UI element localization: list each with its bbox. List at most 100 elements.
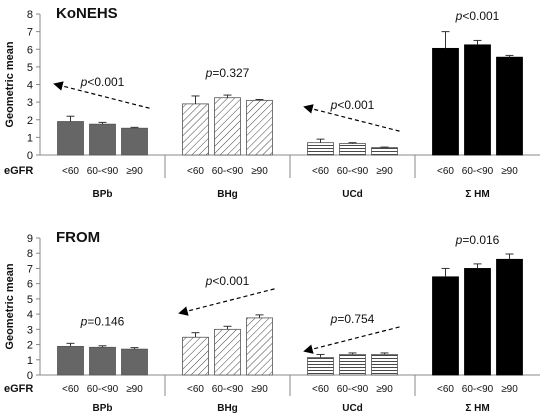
bar-bpb-2 bbox=[121, 348, 148, 376]
trend-arrow bbox=[303, 104, 400, 132]
bar-ucd-2 bbox=[371, 354, 398, 376]
group-label: BHg bbox=[217, 403, 238, 414]
p-value-label: p=0.327 bbox=[205, 66, 250, 80]
p-rest: =0.016 bbox=[462, 233, 499, 247]
p-value-label: p<0.001 bbox=[455, 9, 500, 23]
p-rest: =0.327 bbox=[212, 66, 249, 80]
bar-bhg-0 bbox=[182, 336, 209, 376]
y-tick-label: 6 bbox=[27, 44, 33, 56]
y-tick-label: 6 bbox=[27, 279, 33, 291]
y-tick-label: 3 bbox=[27, 97, 33, 109]
bar-bhg-0 bbox=[182, 103, 209, 156]
p-rest: <0.001 bbox=[462, 9, 499, 23]
y-tick-label: 3 bbox=[27, 324, 33, 336]
bar-bpb-0 bbox=[57, 121, 84, 156]
y-tick-label: 8 bbox=[27, 248, 33, 260]
bar-hm-0 bbox=[432, 276, 459, 376]
y-tick-label: 9 bbox=[27, 233, 33, 245]
trend-arrow bbox=[178, 288, 275, 316]
p-rest: <0.001 bbox=[337, 98, 374, 112]
y-tick-label: 5 bbox=[27, 62, 33, 74]
bar-ucd-1 bbox=[339, 143, 366, 156]
p-symbol: p bbox=[330, 312, 338, 326]
bar-ucd-2 bbox=[371, 147, 398, 156]
category-label: <60 bbox=[312, 166, 329, 177]
y-tick-label: 0 bbox=[27, 370, 33, 382]
p-value-label: p<0.001 bbox=[330, 98, 375, 112]
p-symbol: p bbox=[205, 274, 213, 288]
category-label: <60 bbox=[187, 166, 204, 177]
category-label: <60 bbox=[62, 384, 79, 395]
category-label: <60 bbox=[187, 384, 204, 395]
chart-title: FROM bbox=[56, 229, 100, 246]
y-tick-label: 2 bbox=[27, 115, 33, 127]
bar-hm-1 bbox=[464, 44, 491, 156]
chart-title: KoNEHS bbox=[56, 5, 118, 22]
bar-bhg-1 bbox=[214, 328, 241, 376]
p-value-label: p=0.146 bbox=[80, 314, 125, 328]
bar-bhg-2 bbox=[246, 99, 273, 156]
category-label: 60-<90 bbox=[462, 384, 494, 395]
category-label: 60-<90 bbox=[212, 384, 244, 395]
bar-ucd-0 bbox=[307, 357, 334, 376]
category-label: <60 bbox=[312, 384, 329, 395]
y-tick-label: 4 bbox=[27, 309, 33, 321]
bar-ucd-0 bbox=[307, 142, 334, 156]
group-label: BPb bbox=[93, 189, 113, 200]
bar-hm-2 bbox=[496, 56, 523, 156]
category-label: 60-<90 bbox=[462, 166, 494, 177]
egfr-label: eGFR bbox=[4, 165, 33, 177]
category-label: ≥90 bbox=[126, 166, 143, 177]
p-rest: =0.754 bbox=[337, 312, 374, 326]
y-tick-label: 4 bbox=[27, 80, 33, 92]
category-label: 60-<90 bbox=[87, 384, 119, 395]
p-rest: <0.001 bbox=[87, 75, 124, 89]
category-label: <60 bbox=[437, 384, 454, 395]
bar-bpb-0 bbox=[57, 345, 84, 376]
y-tick-label: 0 bbox=[27, 150, 33, 162]
egfr-label: eGFR bbox=[4, 383, 33, 395]
y-tick-label: 1 bbox=[27, 132, 33, 144]
p-symbol: p bbox=[455, 233, 463, 247]
category-label: <60 bbox=[62, 166, 79, 177]
y-axis-title: Geometric mean bbox=[4, 263, 16, 349]
y-tick-label: 8 bbox=[27, 9, 33, 21]
p-symbol: p bbox=[455, 9, 463, 23]
category-label: ≥90 bbox=[126, 384, 143, 395]
group-label: UCd bbox=[342, 403, 363, 414]
trend-arrow bbox=[53, 81, 150, 109]
p-value-label: p<0.001 bbox=[205, 274, 250, 288]
group-label: Σ HM bbox=[465, 403, 489, 414]
bar-bhg-2 bbox=[246, 317, 273, 376]
group-label: BHg bbox=[217, 189, 238, 200]
panel-konehs: 0 1 2 3 4 5 6 7 8 Geometric mean KoNEHS eGFR <60 60-<… bbox=[4, 5, 540, 200]
category-label: ≥90 bbox=[376, 384, 393, 395]
bar-ucd-1 bbox=[339, 354, 366, 376]
p-value-label: p=0.016 bbox=[455, 233, 500, 247]
group-label: Σ HM bbox=[465, 189, 489, 200]
p-symbol: p bbox=[205, 66, 213, 80]
bar-hm-0 bbox=[432, 47, 459, 156]
group-label: UCd bbox=[342, 189, 363, 200]
y-tick-label: 2 bbox=[27, 340, 33, 352]
bar-bpb-2 bbox=[121, 127, 148, 156]
category-label: 60-<90 bbox=[212, 166, 244, 177]
bar-hm-2 bbox=[496, 258, 523, 376]
category-label: 60-<90 bbox=[337, 166, 369, 177]
y-tick-label: 7 bbox=[27, 27, 33, 39]
panel-from: 0 1 2 3 4 5 6 7 8 9 Geometric mean FROM eGFR <60 60-<9… bbox=[4, 229, 540, 414]
category-label: ≥90 bbox=[376, 166, 393, 177]
bar-hm-1 bbox=[464, 268, 491, 376]
y-tick-label: 7 bbox=[27, 263, 33, 275]
bar-bpb-1 bbox=[89, 123, 116, 156]
category-label: ≥90 bbox=[501, 166, 518, 177]
p-symbol: p bbox=[80, 314, 88, 328]
y-tick-label: 5 bbox=[27, 294, 33, 306]
p-value-label: p=0.754 bbox=[330, 312, 375, 326]
p-rest: <0.001 bbox=[212, 274, 249, 288]
category-label: ≥90 bbox=[251, 166, 268, 177]
p-symbol: p bbox=[80, 75, 88, 89]
p-symbol: p bbox=[330, 98, 338, 112]
bar-bpb-1 bbox=[89, 346, 116, 376]
